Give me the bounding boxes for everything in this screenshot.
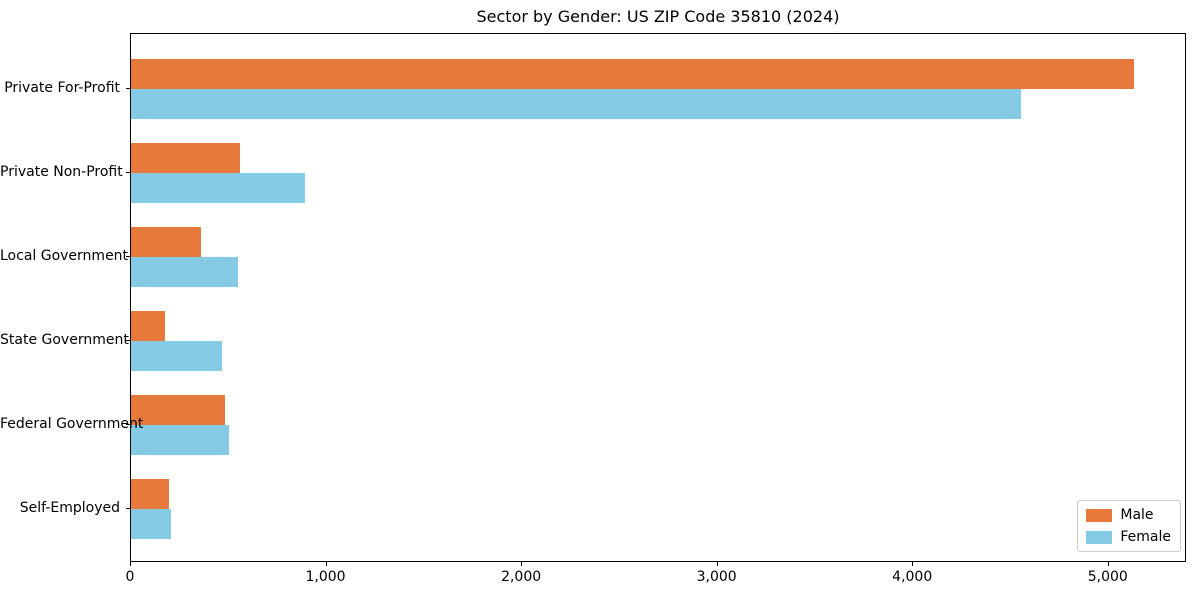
x-tick bbox=[325, 562, 327, 566]
bar-female-1 bbox=[131, 173, 305, 203]
category-label: Private Non-Profit bbox=[0, 164, 123, 180]
chart-title: Sector by Gender: US ZIP Code 35810 (202… bbox=[476, 7, 840, 26]
y-tick bbox=[126, 424, 130, 425]
y-tick bbox=[126, 340, 130, 341]
category-label: Federal Government bbox=[0, 416, 144, 432]
legend: Male Female bbox=[1077, 500, 1181, 552]
category-label: Local Government bbox=[0, 248, 129, 264]
y-tick bbox=[126, 88, 130, 89]
y-tick bbox=[126, 172, 130, 173]
category-label: Private For-Profit bbox=[4, 80, 120, 96]
legend-row-female: Female bbox=[1086, 529, 1171, 545]
bar-male-4 bbox=[131, 395, 225, 425]
x-tick bbox=[130, 562, 131, 566]
bar-female-4 bbox=[131, 425, 229, 455]
x-tick-label: 2,000 bbox=[501, 569, 542, 585]
bar-female-0 bbox=[131, 89, 1022, 119]
legend-label-female: Female bbox=[1120, 529, 1171, 545]
y-tick bbox=[126, 256, 130, 257]
category-label: State Government bbox=[0, 332, 129, 348]
x-tick-label: 3,000 bbox=[696, 569, 737, 585]
x-tick bbox=[1107, 562, 1109, 566]
x-tick bbox=[521, 562, 523, 566]
x-tick-label: 1,000 bbox=[305, 569, 346, 585]
y-tick bbox=[126, 508, 130, 509]
bar-male-2 bbox=[131, 227, 202, 257]
bar-male-0 bbox=[131, 59, 1135, 89]
bar-female-5 bbox=[131, 509, 171, 539]
legend-row-male: Male bbox=[1086, 507, 1171, 523]
bar-male-5 bbox=[131, 479, 170, 509]
legend-swatch-female bbox=[1086, 530, 1113, 544]
bar-female-3 bbox=[131, 341, 222, 371]
x-tick-label: 5,000 bbox=[1087, 569, 1128, 585]
bar-male-1 bbox=[131, 143, 241, 173]
legend-label-male: Male bbox=[1120, 507, 1154, 523]
bar-male-3 bbox=[131, 311, 166, 341]
bar-female-2 bbox=[131, 257, 239, 287]
x-tick-label: 4,000 bbox=[892, 569, 933, 585]
x-tick-label: 0 bbox=[125, 569, 135, 585]
category-label: Self-Employed bbox=[19, 500, 120, 516]
legend-swatch-male bbox=[1086, 508, 1113, 522]
x-tick bbox=[716, 562, 718, 566]
plot-area: Male Female bbox=[130, 33, 1186, 562]
x-tick bbox=[912, 562, 914, 566]
